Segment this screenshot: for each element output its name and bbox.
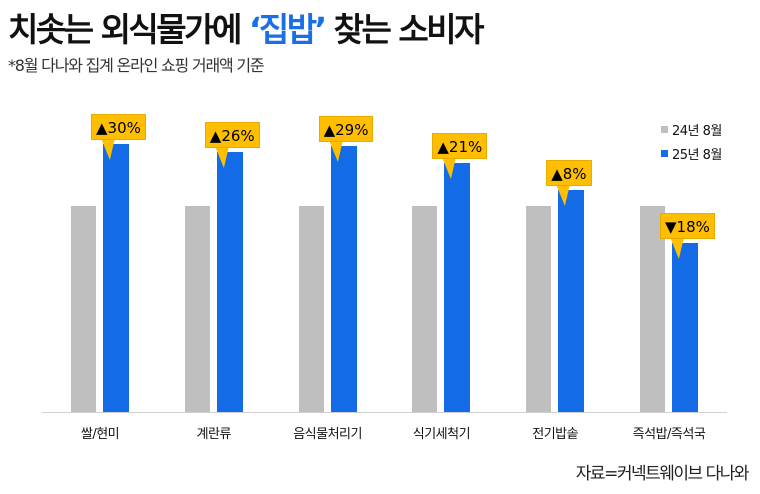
legend-swatch-gray <box>661 125 668 133</box>
change-callout: ▲30% <box>91 114 146 141</box>
category-label: 전기밥솥 <box>532 427 579 442</box>
x-axis-line <box>42 412 727 413</box>
bar-24-aug <box>640 206 665 412</box>
title-text-end: 찾는 소비자 <box>324 10 485 49</box>
bar-25-aug <box>672 243 698 412</box>
bar-24-aug <box>298 206 324 412</box>
bar-25-aug <box>558 189 585 412</box>
legend-label: 24년 8월 <box>672 123 722 139</box>
change-callout: ▲21% <box>432 132 488 159</box>
chart-subtitle: *8월 다나와 집계 온라인 쇼핑 거래액 기준 <box>8 56 265 75</box>
legend-item-curr: 25년 8월 <box>661 141 722 165</box>
bar-24-aug <box>184 206 210 412</box>
bar-24-aug <box>71 206 96 412</box>
source-note: 자료=커넥트웨이브 다나와 <box>575 464 750 484</box>
category-label: 즉석밥/즉석국 <box>632 427 706 442</box>
legend-swatch-blue <box>661 149 668 157</box>
legend-label: 25년 8월 <box>672 147 722 163</box>
category-label: 계란류 <box>196 427 232 442</box>
category-label: 음식물처리기 <box>293 427 362 442</box>
change-callout: ▲26% <box>204 122 260 149</box>
change-callout: ▲29% <box>318 116 374 143</box>
title-highlight: ‘집밥’ <box>248 10 327 49</box>
legend-item-prev: 24년 8월 <box>661 117 722 141</box>
bar-25-aug <box>103 144 129 412</box>
chart-title: 치솟는 외식물가에 ‘집밥’ 찾는 소비자 <box>8 3 485 51</box>
bar-25-aug <box>216 152 243 412</box>
title-text: 치솟는 외식물가에 <box>8 10 249 49</box>
bar-24-aug <box>526 206 552 412</box>
category-label: 쌀/현미 <box>80 427 120 442</box>
legend: 24년 8월 25년 8월 <box>661 117 722 165</box>
category-label: 식기세척기 <box>412 427 471 442</box>
bar-25-aug <box>330 146 357 412</box>
bar-24-aug <box>412 206 438 412</box>
change-callout: ▼18% <box>660 213 715 240</box>
bar-25-aug <box>444 162 471 412</box>
change-callout: ▲8% <box>546 159 592 186</box>
